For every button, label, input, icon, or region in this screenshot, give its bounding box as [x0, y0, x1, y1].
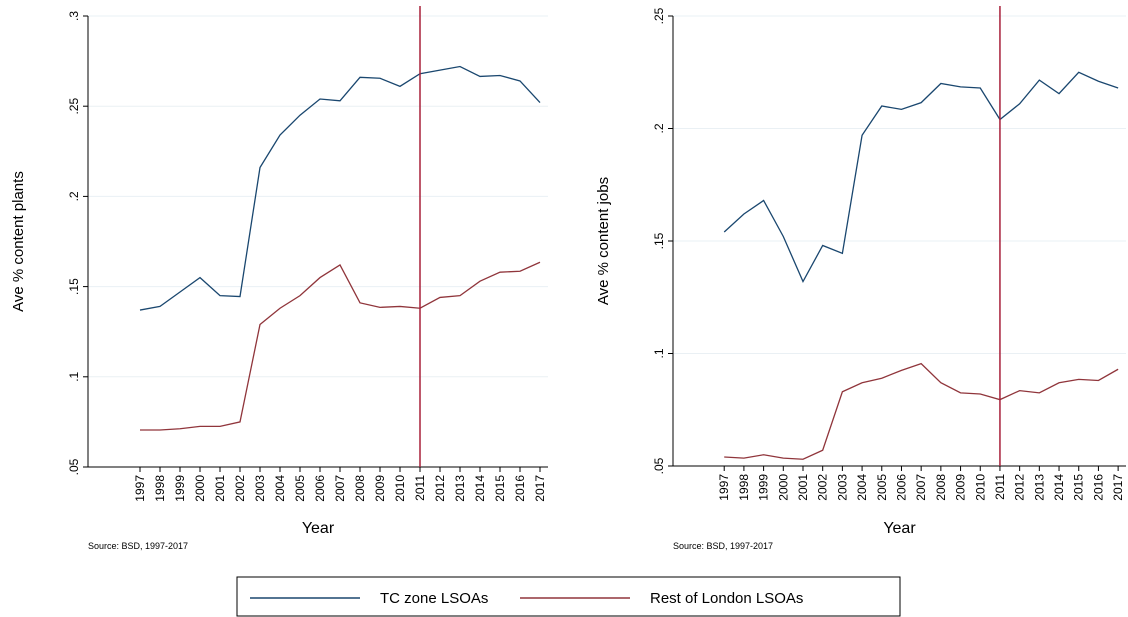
series-line — [724, 362, 1119, 460]
x-tick-label: 2016 — [513, 475, 527, 502]
x-tick-label: 2004 — [855, 474, 869, 501]
y-tick-label: .05 — [67, 458, 81, 475]
x-tick-label: 2009 — [954, 474, 968, 501]
x-tick-label: 2010 — [393, 475, 407, 502]
y-tick-label: .15 — [652, 232, 666, 249]
x-tick-label: 2007 — [914, 474, 928, 501]
x-tick-label: 2004 — [273, 475, 287, 502]
series-line — [140, 261, 541, 431]
x-tick-label: 1999 — [173, 475, 187, 502]
x-tick-label: 2002 — [233, 475, 247, 502]
y-tick-label: .25 — [67, 98, 81, 115]
x-tick-label: 2003 — [835, 474, 849, 501]
source-note: Source: BSD, 1997-2017 — [88, 541, 188, 551]
legend-label: Rest of London LSOAs — [650, 590, 803, 607]
x-tick-label: 2016 — [1091, 474, 1105, 501]
y-tick-label: .15 — [67, 278, 81, 295]
x-tick-label: 2015 — [493, 475, 507, 502]
x-tick-label: 2012 — [433, 475, 447, 502]
x-tick-label: 2014 — [473, 475, 487, 502]
x-tick-label: 2008 — [934, 474, 948, 501]
x-tick-label: 2015 — [1072, 474, 1086, 501]
x-tick-label: 2001 — [796, 474, 810, 501]
x-tick-label: 2006 — [313, 475, 327, 502]
y-axis-title: Ave % content plants — [10, 171, 27, 312]
y-tick-label: .25 — [652, 7, 666, 24]
legend-label: TC zone LSOAs — [380, 590, 488, 607]
x-tick-label: 2017 — [533, 475, 547, 502]
x-tick-label: 1998 — [737, 474, 751, 501]
x-tick-label: 2014 — [1052, 474, 1066, 501]
x-tick-label: 1997 — [133, 475, 147, 502]
x-axis-title: Year — [883, 520, 916, 537]
x-axis-title: Year — [302, 520, 335, 537]
x-tick-label: 2008 — [353, 475, 367, 502]
x-tick-label: 2012 — [1013, 474, 1027, 501]
x-tick-label: 2002 — [816, 474, 830, 501]
y-tick-label: .1 — [67, 371, 81, 381]
y-tick-label: .3 — [67, 11, 81, 21]
y-axis-title: Ave % content jobs — [595, 177, 612, 305]
y-tick-label: .2 — [67, 191, 81, 201]
x-tick-label: 2009 — [373, 475, 387, 502]
x-tick-label: 2000 — [193, 475, 207, 502]
y-tick-label: .1 — [652, 348, 666, 358]
x-tick-label: 2006 — [894, 474, 908, 501]
x-tick-label: 2003 — [253, 475, 267, 502]
x-tick-label: 2010 — [973, 474, 987, 501]
x-tick-label: 2005 — [293, 475, 307, 502]
x-tick-label: 2005 — [875, 474, 889, 501]
x-tick-label: 2007 — [333, 475, 347, 502]
x-tick-label: 2013 — [1032, 474, 1046, 501]
y-tick-label: .2 — [652, 123, 666, 133]
x-tick-label: 1999 — [757, 474, 771, 501]
x-tick-label: 2013 — [453, 475, 467, 502]
x-tick-label: 2017 — [1111, 474, 1125, 501]
x-tick-label: 2011 — [413, 475, 427, 501]
series-line — [723, 71, 1119, 283]
x-tick-label: 2000 — [776, 474, 790, 501]
x-tick-label: 2011 — [993, 474, 1007, 500]
x-tick-label: 2001 — [213, 475, 227, 502]
series-line — [139, 65, 541, 311]
x-tick-label: 1997 — [717, 474, 731, 501]
x-tick-label: 1998 — [153, 475, 167, 502]
source-note: Source: BSD, 1997-2017 — [673, 541, 773, 551]
y-tick-label: .05 — [652, 457, 666, 474]
legend-box — [236, 576, 901, 617]
